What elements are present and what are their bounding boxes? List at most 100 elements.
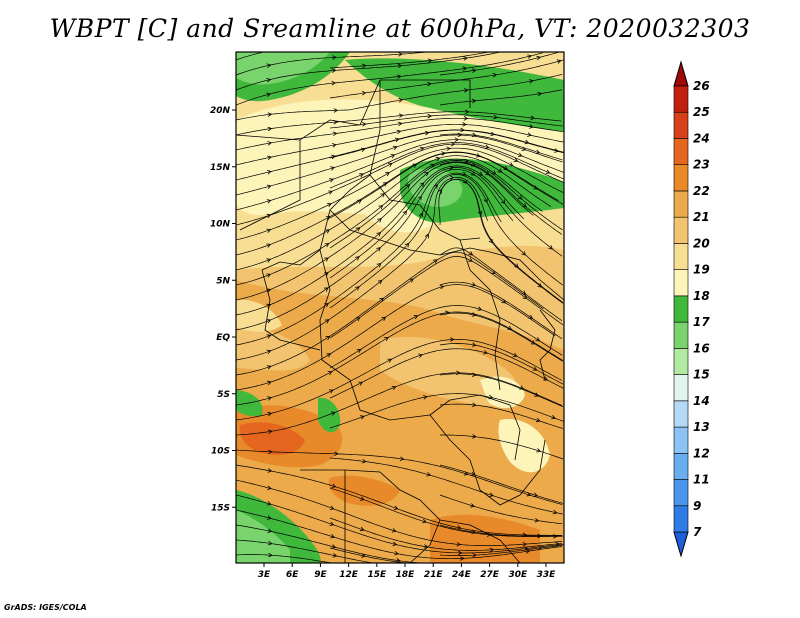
streamline-arrow xyxy=(554,148,559,153)
streamline-arrow xyxy=(327,371,333,376)
streamline-arrow xyxy=(266,78,272,83)
streamline-arrow xyxy=(324,319,330,324)
streamline-arrow xyxy=(463,88,469,93)
streamline-arrow xyxy=(545,169,551,174)
streamline-arrow xyxy=(424,130,430,136)
streamline xyxy=(236,143,564,226)
colorbar-label: 25 xyxy=(693,105,710,119)
streamline-arrow xyxy=(330,411,336,416)
streamline-arrow xyxy=(267,528,273,533)
streamline xyxy=(236,52,543,106)
streamline-arrow xyxy=(267,396,272,401)
streamline-arrow xyxy=(533,185,538,190)
streamline-arrow xyxy=(326,353,332,358)
streamline-arrow xyxy=(488,394,494,400)
streamline-arrow xyxy=(397,74,402,79)
streamline xyxy=(439,464,564,504)
streamline-arrow xyxy=(424,171,429,177)
streamlines xyxy=(236,52,564,563)
streamline-arrow xyxy=(437,188,442,194)
country-border xyxy=(319,249,331,361)
streamline-arrow xyxy=(266,319,272,324)
streamline-arrow xyxy=(391,528,397,533)
streamline xyxy=(439,343,564,385)
country-border xyxy=(509,404,521,461)
streamline xyxy=(236,554,332,563)
streamline xyxy=(236,123,564,166)
streamline-arrow xyxy=(412,163,418,168)
streamline-arrow xyxy=(483,198,488,203)
streamline-arrow xyxy=(471,529,477,535)
streamline-arrow xyxy=(358,381,364,386)
colorbar-swatch xyxy=(673,374,689,402)
streamline-arrow xyxy=(471,342,477,347)
streamline-arrow xyxy=(377,279,383,285)
streamline-arrow xyxy=(266,349,272,355)
streamline xyxy=(329,160,563,249)
streamline-arrow xyxy=(267,485,272,490)
streamline-arrow xyxy=(397,63,403,69)
streamline-arrow xyxy=(427,81,432,87)
colorbar-swatch xyxy=(673,400,689,428)
lon-tick-label: 18E xyxy=(396,570,416,580)
wbpt-region-w17 xyxy=(236,52,330,85)
streamline-arrow xyxy=(551,415,556,420)
streamline-arrow xyxy=(424,233,429,239)
colorbar-label: 22 xyxy=(693,184,710,198)
streamline-arrow xyxy=(528,314,533,319)
streamline-arrow xyxy=(485,171,490,176)
streamline-arrow xyxy=(328,389,334,394)
streamline-arrow xyxy=(426,472,432,477)
streamline-arrow xyxy=(517,195,523,200)
streamline-arrow xyxy=(470,171,476,176)
country-border xyxy=(459,239,501,391)
streamline xyxy=(236,117,563,151)
streamline-arrow xyxy=(324,243,330,248)
streamline-arrow xyxy=(530,115,536,121)
streamline-arrow xyxy=(433,184,439,189)
streamline-arrow xyxy=(324,257,329,262)
map-frame xyxy=(235,51,565,564)
lat-tick-label: 5N xyxy=(216,276,230,286)
streamline-arrow xyxy=(461,171,467,176)
colorbar-swatch xyxy=(673,190,689,218)
streamline-arrow xyxy=(394,550,399,556)
streamline-arrow xyxy=(463,116,469,121)
streamline-arrow xyxy=(454,137,460,142)
streamline-arrow xyxy=(450,337,455,342)
country-border xyxy=(344,469,441,563)
colorbar-label: 24 xyxy=(693,131,710,145)
streamline-arrow xyxy=(331,81,337,86)
streamline xyxy=(439,247,563,321)
streamline xyxy=(236,524,421,563)
streamline-arrow xyxy=(267,141,273,146)
streamline-arrow xyxy=(537,91,543,97)
lat-tick-label: 15S xyxy=(211,503,230,513)
colorbar-label: 19 xyxy=(693,263,710,277)
colorbar-swatch xyxy=(673,138,689,166)
streamline-arrow xyxy=(331,154,336,160)
streamline-arrow xyxy=(405,184,411,189)
streamline xyxy=(439,312,564,362)
colorbar-swatch xyxy=(673,216,689,244)
streamline xyxy=(236,449,563,505)
streamline-arrow xyxy=(387,358,393,363)
streamline-arrow xyxy=(472,552,477,558)
streamline xyxy=(329,59,564,99)
streamline-arrow xyxy=(266,501,272,506)
streamline-arrow xyxy=(266,228,272,233)
streamline-arrow xyxy=(555,541,560,547)
wbpt-region-w18 xyxy=(318,397,341,433)
streamline-arrow xyxy=(266,303,272,308)
streamline-arrow xyxy=(357,199,362,204)
streamline-arrow xyxy=(402,210,407,216)
streamline xyxy=(329,256,564,339)
streamline-arrow xyxy=(536,448,541,453)
streamline-arrow xyxy=(512,352,518,357)
streamline-arrow xyxy=(456,542,462,547)
streamline-arrow xyxy=(488,238,494,244)
streamline xyxy=(439,52,558,76)
colorbar-swatch xyxy=(673,452,689,480)
lat-tick-label: 10N xyxy=(210,220,231,230)
streamline-arrow xyxy=(548,245,554,250)
